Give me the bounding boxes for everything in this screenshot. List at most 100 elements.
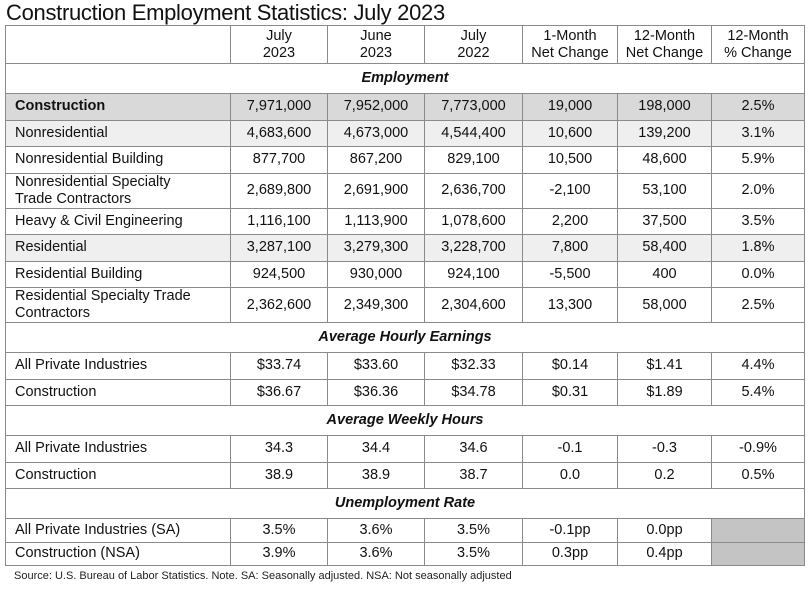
table-cell: 867,200 <box>327 146 425 174</box>
table-cell: $1.41 <box>617 352 712 380</box>
column-header: June 2023 <box>327 25 425 64</box>
table-cell: 7,952,000 <box>327 93 425 121</box>
table-cell: 930,000 <box>327 260 425 288</box>
table-cell: 37,500 <box>617 207 712 235</box>
table-row: Residential Specialty Trade Contractors 2… <box>5 287 805 323</box>
table-cell: 58,400 <box>617 234 712 262</box>
table-cell: $34.78 <box>424 378 523 406</box>
table-cell: -0.3 <box>617 435 712 463</box>
table-cell: 34.4 <box>327 435 425 463</box>
employment-statistics-table: July 2023 June 2023 July 2022 1-Month Net Chang… <box>5 25 805 566</box>
table-cell: 38.7 <box>424 461 523 489</box>
table-cell: $32.33 <box>424 352 523 380</box>
page-title: Construction Employment Statistics: July… <box>6 0 445 25</box>
table-cell: 3,228,700 <box>424 234 523 262</box>
table-row: Construction (NSA) 3.9% 3.6% 3.5% 0.3pp 0.4pp <box>5 541 805 566</box>
row-label: Construction <box>5 93 231 121</box>
table-cell <box>711 518 805 543</box>
table-cell: $0.14 <box>522 352 618 380</box>
column-header-line: Net Change <box>531 44 609 61</box>
table-cell: 2.5% <box>711 287 805 323</box>
table-cell: 2,349,300 <box>327 287 425 323</box>
column-header-line: 2022 <box>457 44 490 61</box>
source-note: Source: U.S. Bureau of Labor Statistics.… <box>14 570 512 582</box>
table-cell: 10,500 <box>522 146 618 174</box>
section-heading-row: Unemployment Rate <box>5 488 805 519</box>
column-header-line: 1-Month <box>543 27 597 44</box>
column-header: 12-Month Net Change <box>617 25 712 64</box>
table-cell: 4,683,600 <box>230 119 328 147</box>
table-cell: 4.4% <box>711 352 805 380</box>
column-header-line: 12-Month <box>727 27 789 44</box>
section-heading: Unemployment Rate <box>5 488 805 519</box>
table-cell: 3.6% <box>327 518 425 543</box>
table-cell: 48,600 <box>617 146 712 174</box>
column-header: July 2023 <box>230 25 328 64</box>
table-cell: -0.1pp <box>522 518 618 543</box>
table-cell: 2,691,900 <box>327 172 425 209</box>
table-cell: 2,689,800 <box>230 172 328 209</box>
table-cell: 5.9% <box>711 146 805 174</box>
table-cell: 38.9 <box>230 461 328 489</box>
table-cell: 3.5% <box>424 541 523 566</box>
table-cell: $36.36 <box>327 378 425 406</box>
table-cell: 3.5% <box>424 518 523 543</box>
table-cell: 3.5% <box>711 207 805 235</box>
table-cell: 38.9 <box>327 461 425 489</box>
table-cell: 924,100 <box>424 260 523 288</box>
table-row: All Private Industries $33.74 $33.60 $32.33… <box>5 352 805 380</box>
table-cell: 2,362,600 <box>230 287 328 323</box>
table-cell: 1,116,100 <box>230 207 328 235</box>
column-header-line: July <box>460 27 487 44</box>
row-label: All Private Industries <box>5 435 231 463</box>
table-cell: -0.9% <box>711 435 805 463</box>
column-header-line: Net Change <box>625 44 704 61</box>
column-header: 12-Month% Change <box>711 25 805 64</box>
table-row: Construction 38.9 38.9 38.7 0.0 0.2 0.5% <box>5 461 805 489</box>
section-heading-row: Average Weekly Hours <box>5 405 805 436</box>
table-cell: 7,773,000 <box>424 93 523 121</box>
table-cell: 829,100 <box>424 146 523 174</box>
row-label: Residential Building <box>5 260 231 288</box>
table-cell: 53,100 <box>617 172 712 209</box>
table-cell: $36.67 <box>230 378 328 406</box>
table-cell: 139,200 <box>617 119 712 147</box>
column-header-line: 2023 <box>359 44 393 61</box>
table-cell: 0.0% <box>711 260 805 288</box>
table-cell: 3.5% <box>230 518 328 543</box>
table-cell: 4,673,000 <box>327 119 425 147</box>
table-cell: 0.5% <box>711 461 805 489</box>
row-label: Nonresidential Building <box>5 146 231 174</box>
table-cell: 34.6 <box>424 435 523 463</box>
row-label: Residential <box>5 234 231 262</box>
table-row: Residential Building 924,500 930,000 924,10… <box>5 260 805 288</box>
table-cell: 7,800 <box>522 234 618 262</box>
row-label: Residential Specialty Trade Contractors <box>5 287 231 323</box>
table-cell: 1.8% <box>711 234 805 262</box>
table-cell: 34.3 <box>230 435 328 463</box>
section-heading: Average Weekly Hours <box>5 405 805 436</box>
column-header-line: 12-Month <box>633 27 696 44</box>
table-cell: 2.5% <box>711 93 805 121</box>
table-cell: $1.89 <box>617 378 712 406</box>
header-corner <box>5 25 231 64</box>
table-cell: 58,000 <box>617 287 712 323</box>
table-cell: 3,287,100 <box>230 234 328 262</box>
table-cell: $33.60 <box>327 352 425 380</box>
table-cell: 0.4pp <box>617 541 712 566</box>
table-cell: 1,113,900 <box>327 207 425 235</box>
table-cell: 924,500 <box>230 260 328 288</box>
table-cell: 2,636,700 <box>424 172 523 209</box>
table-row: All Private Industries (SA) 3.5% 3.6% 3.5% -… <box>5 518 805 543</box>
table-cell: 5.4% <box>711 378 805 406</box>
column-header-line: 2023 <box>262 44 296 61</box>
table-cell: 4,544,400 <box>424 119 523 147</box>
section-heading: Employment <box>5 63 805 94</box>
table-cell: 0.0 <box>522 461 618 489</box>
table-row: All Private Industries 34.3 34.4 34.6 -0.1 -0… <box>5 435 805 463</box>
table-cell: 1,078,600 <box>424 207 523 235</box>
column-header: July 2022 <box>424 25 523 64</box>
table-cell: $33.74 <box>230 352 328 380</box>
row-label: Nonresidential <box>5 119 231 147</box>
table-row: Construction 7,971,000 7,952,000 7,773,000 1… <box>5 93 805 121</box>
